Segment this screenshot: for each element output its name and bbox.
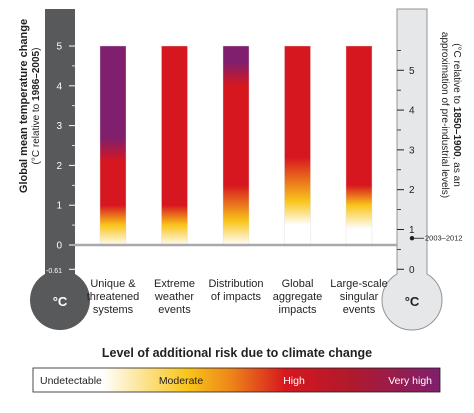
category-label: systems: [93, 304, 134, 316]
bar: [345, 45, 373, 247]
legend-item-very-high: Very high: [388, 375, 432, 387]
category-label: Distribution: [208, 278, 263, 290]
left-tick-label: 0: [56, 241, 62, 252]
legend-item-high: High: [283, 375, 305, 387]
right-tick-label: 0: [409, 265, 415, 276]
category-label: singular: [340, 291, 379, 303]
bars: [99, 45, 373, 247]
category-label: Unique &: [90, 278, 136, 290]
legend-gradient-bar: [32, 367, 441, 393]
right-axis-title-line2: approximation of pre-industrial levels): [439, 32, 450, 198]
bar: [222, 45, 250, 247]
category-label: Extreme: [154, 278, 195, 290]
category-label: events: [343, 304, 376, 316]
legend-title: Level of additional risk due to climate …: [102, 346, 372, 360]
right-thermometer-tube: [396, 8, 428, 282]
bar: [284, 45, 311, 247]
left-tick-label: 4: [56, 81, 62, 92]
right-axis-label: (°C relative to 1850–1900, as an approxi…: [439, 32, 462, 198]
left-tick-label: 2: [56, 161, 62, 172]
right-thermometer-unit: °C: [405, 294, 420, 309]
right-tick-label: 4: [409, 106, 415, 117]
category-label: Global: [282, 278, 314, 290]
right-tick-label: 5: [409, 66, 415, 77]
left-tick-label: 1: [56, 201, 62, 212]
category-label: Large-scale: [330, 278, 387, 290]
left-thermometer: °C 5 4 3 2 1 0 -0.61: [30, 9, 90, 330]
category-label: events: [158, 304, 191, 316]
left-axis-label: Global mean temperature change (°C relat…: [18, 19, 42, 193]
right-thermometer: °C 5 4 3 2 1 0: [381, 8, 443, 331]
baseline-marker-label: 2003–2012: [425, 234, 463, 243]
category-label: threatened: [87, 291, 140, 303]
left-thermometer-bulb: [30, 270, 90, 330]
bar: [161, 45, 188, 247]
legend-item-moderate: Moderate: [159, 375, 204, 387]
category-label: aggregate: [273, 291, 323, 303]
left-tick-label: -0.61: [46, 268, 62, 275]
left-tick-label: 5: [56, 42, 62, 53]
left-thermometer-tube: [45, 9, 75, 281]
right-tick-label: 1: [409, 225, 415, 236]
left-axis-ticks: 5 4 3 2 1 0 -0.61: [46, 42, 75, 275]
right-axis-title: (°C relative to 1850–1900, as an: [451, 43, 462, 187]
category-label: weather: [154, 291, 194, 303]
left-tick-label: 3: [56, 121, 62, 132]
left-axis-title: Global mean temperature change: [18, 19, 30, 193]
left-thermometer-unit: °C: [53, 294, 68, 309]
right-axis-ticks: 5 4 3 2 1 0: [397, 49, 415, 276]
right-tick-label: 2: [409, 185, 415, 196]
baseline-marker: 2003–2012: [409, 234, 463, 243]
legend: Undetectable Moderate High Very high: [32, 367, 441, 393]
legend-item-undetectable: Undetectable: [40, 375, 102, 387]
right-tick-label: 3: [409, 145, 415, 156]
category-labels: Unique &threatenedsystemsExtremeweathere…: [87, 278, 388, 316]
left-axis-subtitle: (°C relative to 1986–2005): [31, 48, 42, 165]
bar: [99, 45, 127, 247]
category-label: impacts: [279, 304, 317, 316]
category-label: of impacts: [211, 291, 262, 303]
